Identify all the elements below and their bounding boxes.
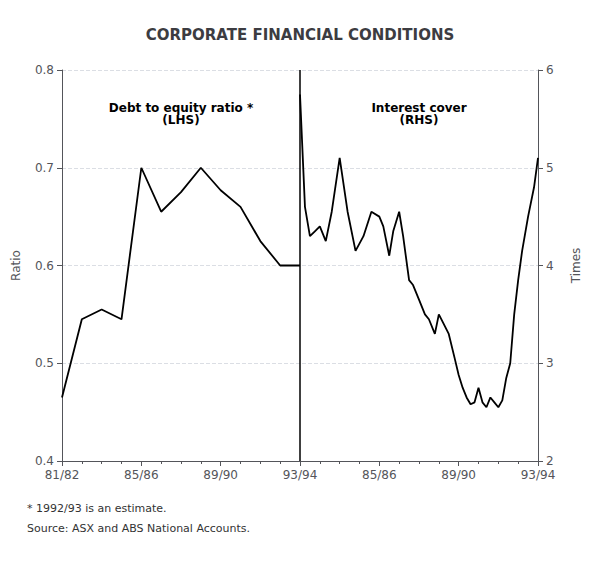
svg-text:3: 3 [546, 356, 554, 370]
svg-text:6: 6 [546, 63, 554, 77]
svg-text:Source: ASX and ABS National A: Source: ASX and ABS National Accounts. [27, 522, 250, 535]
svg-text:89/90: 89/90 [203, 468, 238, 482]
svg-text:93/94: 93/94 [283, 468, 318, 482]
svg-text:(LHS): (LHS) [162, 113, 199, 127]
svg-text:0.4: 0.4 [35, 454, 54, 468]
svg-text:2: 2 [546, 454, 554, 468]
svg-text:(RHS): (RHS) [400, 113, 439, 127]
svg-text:89/90: 89/90 [441, 468, 476, 482]
svg-text:4: 4 [546, 259, 554, 273]
svg-text:0.6: 0.6 [35, 259, 54, 273]
svg-text:85/86: 85/86 [362, 468, 397, 482]
svg-text:Ratio: Ratio [9, 250, 23, 281]
svg-text:5: 5 [546, 161, 554, 175]
svg-text:81/82: 81/82 [45, 468, 80, 482]
svg-text:0.7: 0.7 [35, 161, 54, 175]
svg-text:Interest cover: Interest cover [371, 101, 467, 115]
svg-text:0.8: 0.8 [35, 63, 54, 77]
svg-text:85/86: 85/86 [124, 468, 159, 482]
svg-text:93/94: 93/94 [521, 468, 556, 482]
svg-text:Times: Times [569, 248, 583, 285]
svg-text:Debt to equity ratio *: Debt to equity ratio * [108, 101, 254, 115]
svg-text:* 1992/93 is an estimate.: * 1992/93 is an estimate. [27, 502, 167, 515]
svg-text:0.5: 0.5 [35, 356, 54, 370]
svg-text:CORPORATE FINANCIAL CONDITIONS: CORPORATE FINANCIAL CONDITIONS [146, 26, 455, 44]
